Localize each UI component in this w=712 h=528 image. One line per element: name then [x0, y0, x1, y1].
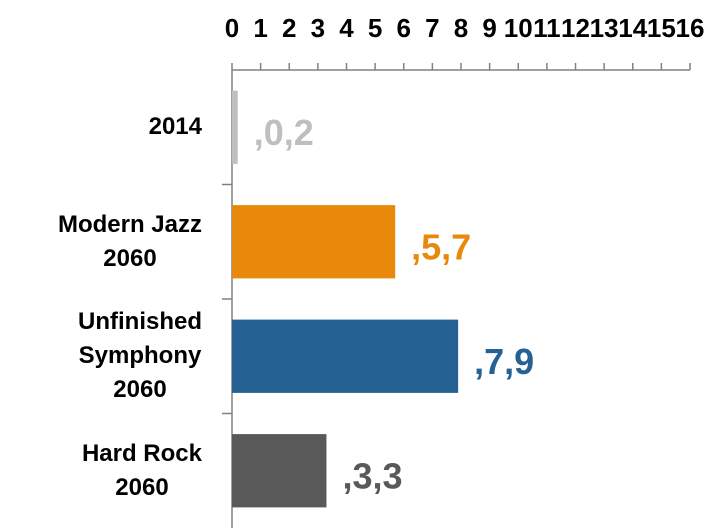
category-text: Modern Jazz 2060 — [57, 210, 202, 272]
x-tick-label: 13 — [590, 13, 619, 43]
category-label: Unfinished Symphony 2060 — [0, 299, 202, 414]
x-tick-label: 12 — [561, 13, 590, 43]
bar — [232, 205, 396, 279]
x-tick-label: 3 — [311, 13, 325, 43]
x-tick-label: 2 — [282, 13, 296, 43]
x-tick-label: 5 — [368, 13, 382, 43]
x-tick-label: 8 — [454, 13, 468, 43]
bar — [232, 434, 327, 508]
value-label: ,5,7 — [411, 226, 471, 267]
x-tick-label: 11 — [533, 13, 561, 43]
x-tick-label: 9 — [482, 13, 496, 43]
value-label: ,7,9 — [474, 341, 534, 382]
x-tick-label: 4 — [339, 13, 354, 43]
x-tick-label: 0 — [225, 13, 239, 43]
category-text: Hard Rock 2060 — [81, 439, 202, 501]
category-label: Hard Rock 2060 — [0, 414, 202, 528]
category-label: Modern Jazz 2060 — [0, 185, 202, 300]
bar — [232, 90, 238, 164]
x-tick-label: 15 — [647, 13, 676, 43]
category-text: Unfinished Symphony 2060 — [78, 308, 202, 404]
x-tick-label: 16 — [676, 13, 705, 43]
bar — [232, 319, 459, 393]
value-label: ,3,3 — [342, 455, 402, 496]
x-tick-label: 14 — [618, 13, 647, 43]
x-tick-label: 10 — [504, 13, 533, 43]
category-label: 2014 — [0, 70, 202, 185]
x-tick-label: 7 — [425, 13, 439, 43]
value-label: ,0,2 — [254, 112, 314, 153]
x-tick-label: 1 — [253, 13, 267, 43]
category-text: 2014 — [148, 113, 202, 141]
x-tick-label: 6 — [397, 13, 411, 43]
